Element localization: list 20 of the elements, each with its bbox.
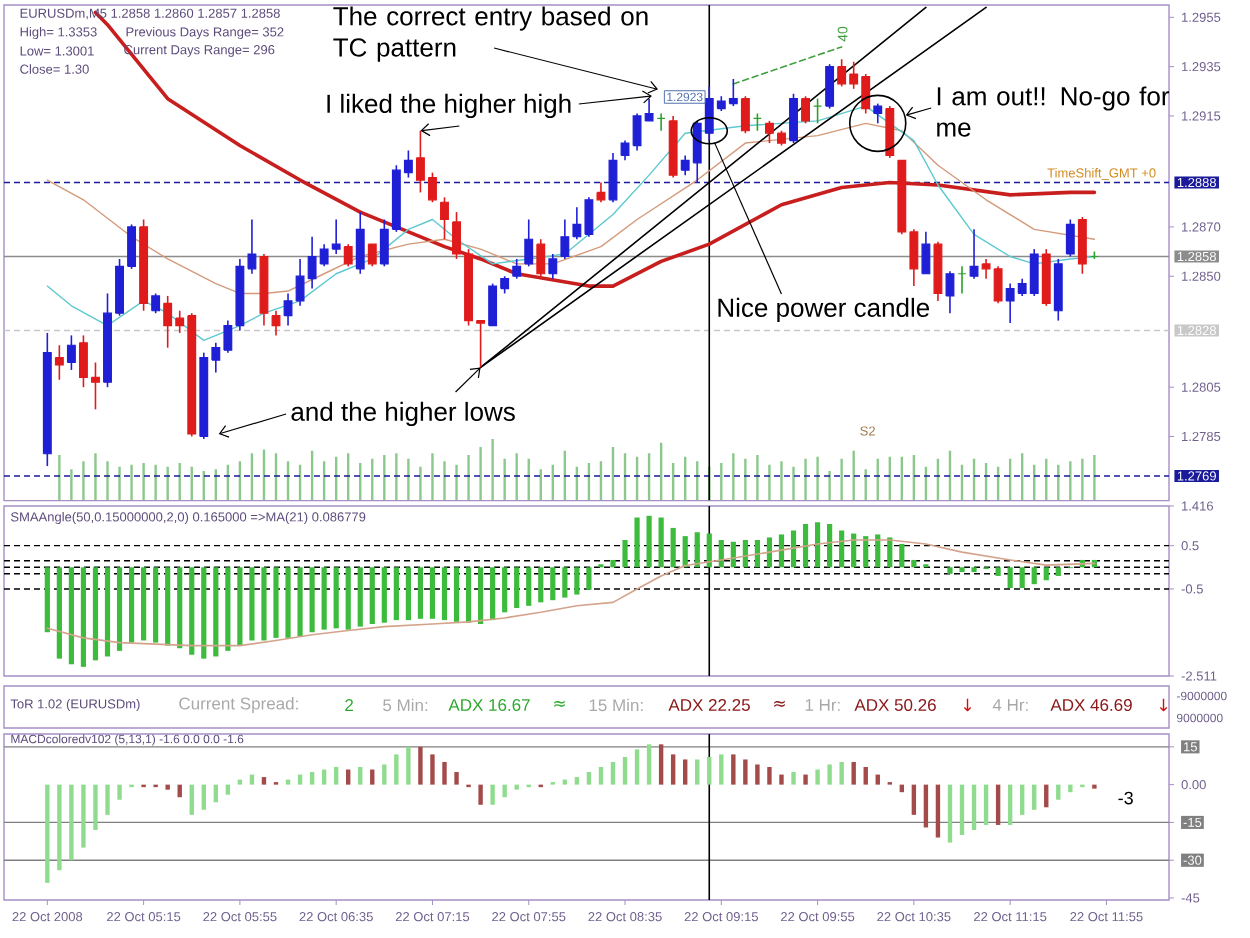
annotation: -3 (1118, 791, 1133, 805)
text: 15 Min: (589, 698, 643, 712)
text: 4 Hr: (992, 699, 1028, 711)
text: ≈ (774, 700, 785, 707)
text: 5 Min: (383, 698, 428, 712)
text: ADX 50.26 (854, 698, 936, 712)
text: 1 Hr: (805, 699, 840, 711)
text: Current Spread: (179, 697, 298, 713)
annotation: The correct entry based on TC pattern (333, 6, 648, 62)
text: ≈ (554, 700, 565, 707)
text: ADX 22.25 (668, 698, 750, 712)
text: ↓ (1159, 698, 1168, 712)
text: 2 (345, 699, 353, 711)
annotation: and the higher lows (291, 401, 515, 427)
text: ↓ (963, 698, 972, 712)
text: ADX 16.67 (448, 698, 530, 712)
annotation: I am out!! No-go for me (937, 86, 1170, 137)
annotation: I liked the higher high (327, 93, 571, 119)
annotation: Nice power candle (718, 297, 930, 323)
text: ADX 46.69 (1050, 698, 1132, 712)
